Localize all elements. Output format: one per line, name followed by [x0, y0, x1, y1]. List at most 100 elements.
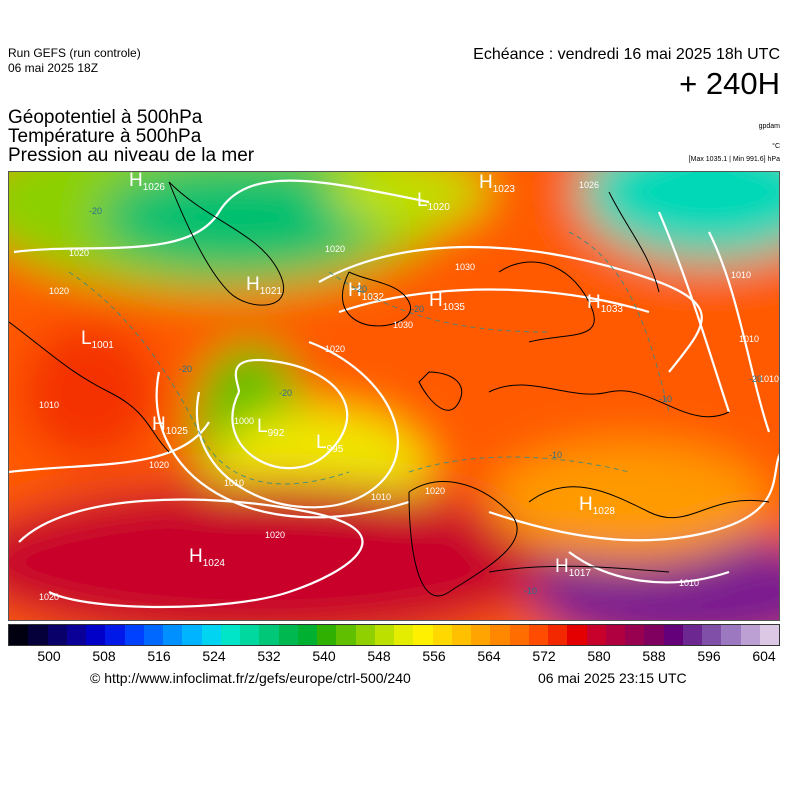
colorbar-tick-label: 516: [147, 648, 171, 664]
pressure-center-type: H: [246, 274, 260, 295]
pressure-center-value: 1001: [92, 340, 115, 351]
isobar-label: 1030: [455, 262, 475, 272]
isotherm-label: -20: [354, 284, 367, 294]
colorbar-swatch: [682, 625, 702, 645]
colorbar-swatch: [586, 625, 606, 645]
pressure-center-value: 1028: [593, 506, 616, 517]
unit-temperature: °C: [772, 143, 780, 150]
pressure-center-type: H: [348, 280, 362, 301]
colorbar-tick-label: 500: [37, 648, 61, 664]
pressure-center-type: H: [152, 414, 166, 435]
high-pressure-center: H1017: [555, 556, 591, 579]
colorbar-swatch: [471, 625, 491, 645]
colorbar-swatch: [124, 625, 144, 645]
colorbar-swatch: [413, 625, 433, 645]
isobar-label: 1020: [39, 592, 59, 602]
valid-time: Echéance : vendredi 16 mai 2025 18h UTC: [473, 46, 780, 63]
isotherm-label: -20: [749, 374, 762, 384]
isobar-label: 1010: [739, 334, 759, 344]
colorbar-swatch: [663, 625, 683, 645]
run-info: Run GEFS (run controle) 06 mai 2025 18Z: [8, 46, 141, 76]
isobar-label: 1010: [39, 400, 59, 410]
colorbar-swatch: [297, 625, 317, 645]
isobar-label: 1010: [371, 492, 391, 502]
colorbar-swatch: [528, 625, 548, 645]
colorbar-swatch: [721, 625, 741, 645]
colorbar-swatch: [548, 625, 568, 645]
colorbar-swatch: [394, 625, 414, 645]
colorbar-swatch: [28, 625, 48, 645]
isotherm-label: -10: [549, 450, 562, 460]
colorbar-swatch: [317, 625, 337, 645]
pressure-center-type: H: [587, 292, 601, 313]
colorbar-swatch: [625, 625, 645, 645]
isobar-label: 1020: [425, 486, 445, 496]
colorbar-swatch: [740, 625, 760, 645]
low-pressure-center: L995: [316, 432, 344, 455]
isotherm-label: -10: [524, 586, 537, 596]
colorbar-swatch: [240, 625, 260, 645]
high-pressure-center: H1023: [479, 172, 515, 195]
colorbar-swatch: [143, 625, 163, 645]
isobar-label: 1020: [49, 286, 69, 296]
colorbar-tick-label: 540: [312, 648, 336, 664]
high-pressure-center: H1033: [587, 292, 623, 315]
pressure-center-value: 992: [268, 428, 285, 439]
pressure-center-value: 1035: [443, 302, 466, 313]
low-pressure-center: L1001: [81, 328, 114, 351]
colorbar-swatch: [567, 625, 587, 645]
colorbar-tick-label: 572: [532, 648, 556, 664]
isotherm-label: -20: [179, 364, 192, 374]
isobar-label: 1020: [149, 460, 169, 470]
colorbar-swatch: [163, 625, 183, 645]
pressure-center-value: 1023: [493, 184, 516, 195]
isobar-label: 1020: [69, 248, 89, 258]
high-pressure-center: H1032: [348, 280, 384, 303]
run-date: 06 mai 2025 18Z: [8, 61, 99, 75]
high-pressure-center: H1026: [129, 172, 165, 193]
weather-map: H1026 L1020 H1023 H1021 H1032 H1035 H1033 L1001…: [8, 171, 780, 621]
isotherm-label: -20: [89, 206, 102, 216]
isotherm-label: -20: [279, 388, 292, 398]
field-list: Géopotentiel à 500hPa Température à 500h…: [8, 108, 254, 165]
colorbar-swatch: [432, 625, 452, 645]
isobar-lines: [9, 179, 779, 609]
high-pressure-center: H1024: [189, 546, 225, 569]
isobar-label: 1000: [234, 416, 254, 426]
field-pressure: Pression au niveau de la mer: [8, 145, 255, 166]
pressure-center-value: 995: [327, 444, 344, 455]
coastlines: [9, 181, 770, 597]
isotherm-label: -20: [411, 304, 424, 314]
colorbar: [8, 624, 780, 646]
pressure-center-value: 1017: [569, 568, 592, 579]
pressure-center-type: H: [189, 546, 203, 567]
pressure-center-value: 1026: [143, 182, 166, 193]
pressure-center-value: 1020: [428, 202, 451, 213]
high-pressure-center: H1025: [152, 414, 188, 437]
colorbar-tick-label: 580: [587, 648, 611, 664]
colorbar-tick-label: 524: [202, 648, 226, 664]
pressure-center-type: H: [429, 290, 443, 311]
low-pressure-center: L1020: [417, 190, 450, 213]
pressure-center-type: H: [555, 556, 569, 577]
isotherm-label: -10: [659, 394, 672, 404]
isobar-label: 1020: [325, 344, 345, 354]
source-url[interactable]: © http://www.infoclimat.fr/z/gefs/europe…: [90, 670, 411, 686]
low-pressure-center: L992: [257, 416, 285, 439]
isobar-label: 1010: [224, 478, 244, 488]
field-geopotential: Géopotentiel à 500hPa: [8, 107, 203, 128]
colorbar-swatch: [47, 625, 67, 645]
generated-time: 06 mai 2025 23:15 UTC: [538, 670, 687, 686]
high-pressure-center: H1035: [429, 290, 465, 313]
colorbar-swatch: [509, 625, 529, 645]
colorbar-swatch: [355, 625, 375, 645]
pressure-center-type: H: [129, 172, 143, 191]
isobar-label: 1020: [265, 530, 285, 540]
pressure-center-value: 1032: [362, 292, 385, 303]
colorbar-swatch: [278, 625, 298, 645]
colorbar-swatch: [374, 625, 394, 645]
pressure-center-type: L: [316, 432, 327, 453]
colorbar-swatch: [451, 625, 471, 645]
